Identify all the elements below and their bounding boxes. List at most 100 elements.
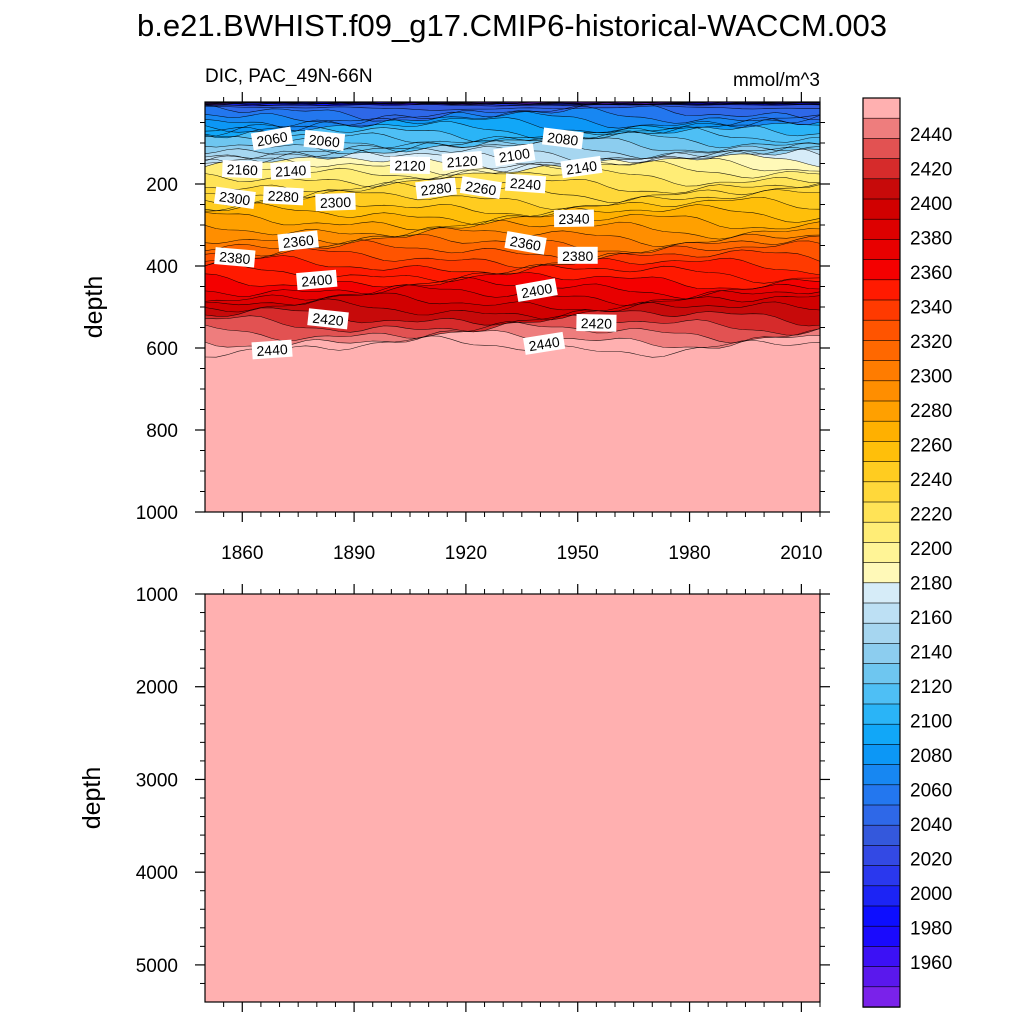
contour-line bbox=[204, 255, 821, 276]
colorbar-swatch bbox=[862, 703, 901, 725]
contour-label: 2340 bbox=[553, 209, 595, 228]
contour-label-text: 2440 bbox=[256, 341, 288, 359]
colorbar-swatch bbox=[862, 804, 901, 826]
colorbar-label: 2400 bbox=[910, 194, 952, 215]
y-tick-label: 2000 bbox=[136, 678, 178, 699]
contour-label-text: 2300 bbox=[320, 194, 352, 211]
colorbar-label: 1980 bbox=[910, 919, 952, 940]
contour-line bbox=[204, 298, 821, 321]
x-tick-label: 2010 bbox=[780, 543, 822, 564]
colorbar-label: 2380 bbox=[910, 229, 952, 250]
colorbar-swatch bbox=[862, 400, 901, 422]
colorbar-label: 2260 bbox=[910, 436, 952, 457]
colorbar-swatch bbox=[862, 380, 901, 402]
contour-line bbox=[204, 330, 821, 349]
colorbar-swatch bbox=[862, 744, 901, 766]
contour-label: 2100 bbox=[493, 143, 536, 167]
contour-label-text: 2140 bbox=[565, 157, 598, 177]
contour-label: 2400 bbox=[296, 269, 338, 291]
colorbar-label: 2220 bbox=[910, 505, 952, 526]
colorbar-label: 2060 bbox=[910, 781, 952, 802]
colorbar-swatch bbox=[862, 986, 901, 1008]
colorbar-label: 2340 bbox=[910, 298, 952, 319]
contour-label-text: 2380 bbox=[562, 248, 593, 264]
x-tick-label: 1890 bbox=[333, 543, 375, 564]
contour-label-text: 2400 bbox=[520, 280, 554, 301]
contour-label: 2300 bbox=[213, 186, 256, 210]
contour-label: 2280 bbox=[415, 177, 457, 200]
contour-line bbox=[204, 103, 821, 122]
contour-label: 2280 bbox=[262, 186, 304, 206]
contour-label-text: 2260 bbox=[464, 178, 497, 199]
colorbar-label: 2440 bbox=[910, 125, 952, 146]
colorbar-frame bbox=[862, 97, 901, 1008]
colorbar-swatch bbox=[862, 198, 901, 220]
upper-plot-area: 2060 2060 2120 2120 2100 2080 2160 2140 2140 2300… bbox=[80, 92, 830, 564]
contour-label-text: 2280 bbox=[420, 179, 453, 199]
contour-label-text: 2140 bbox=[275, 162, 307, 180]
colorbar-swatch bbox=[862, 562, 901, 584]
colorbar-swatch bbox=[862, 299, 901, 321]
colorbar-label: 2300 bbox=[910, 367, 952, 388]
colorbar-swatch bbox=[862, 521, 901, 544]
contour-line bbox=[204, 202, 821, 225]
colorbar-label: 2160 bbox=[910, 608, 952, 629]
colorbar-label: 2040 bbox=[910, 815, 952, 836]
colorbar-label: 2320 bbox=[910, 332, 952, 353]
colorbar-label: 1960 bbox=[910, 953, 952, 974]
y-tick-label: 1000 bbox=[136, 503, 178, 524]
x-tick-label: 1860 bbox=[221, 543, 263, 564]
colorbar-swatch bbox=[862, 117, 901, 140]
contour-line bbox=[204, 335, 821, 358]
contour-line bbox=[204, 307, 821, 327]
contour-label: 2360 bbox=[504, 231, 547, 255]
contour-label: 2380 bbox=[214, 247, 256, 268]
colorbar-swatch bbox=[862, 319, 901, 342]
contour-label-text: 2080 bbox=[546, 129, 579, 149]
contour-label-text: 2120 bbox=[394, 157, 426, 174]
colorbar-swatch bbox=[862, 340, 901, 362]
colorbar-swatch bbox=[862, 461, 901, 483]
contour-label: 2160 bbox=[222, 160, 263, 179]
colorbar-swatch bbox=[862, 138, 901, 160]
y-tick-label: 5000 bbox=[136, 956, 178, 977]
contour-label-text: 2360 bbox=[509, 233, 543, 254]
colorbar-swatch bbox=[862, 683, 901, 705]
contour-label-text: 2060 bbox=[308, 131, 341, 150]
contour-label: 2060 bbox=[303, 129, 346, 151]
contour-line bbox=[204, 123, 821, 143]
contour-label-text: 2420 bbox=[312, 310, 345, 329]
colorbar-swatch bbox=[862, 723, 901, 746]
colorbar-swatch bbox=[862, 420, 901, 443]
colorbar-swatch bbox=[862, 178, 901, 200]
contour-line bbox=[204, 105, 821, 128]
colorbar-swatch bbox=[862, 784, 901, 806]
x-tick-label: 1950 bbox=[557, 543, 599, 564]
colorbar-label: 2080 bbox=[910, 746, 952, 767]
colorbar-swatch bbox=[862, 905, 901, 927]
y-tick-label: 1000 bbox=[136, 585, 178, 606]
contour-label: 2420 bbox=[307, 308, 349, 330]
contour-label-text: 2300 bbox=[218, 188, 251, 208]
contour-label: 2060 bbox=[250, 126, 294, 151]
x-tick-label: 1980 bbox=[668, 543, 710, 564]
y-tick-label: 4000 bbox=[136, 863, 178, 884]
variable-label: DIC, PAC_49N-66N bbox=[205, 66, 373, 87]
colorbar-swatch bbox=[862, 360, 901, 382]
x-tick-label: 1920 bbox=[445, 543, 487, 564]
contour-label: 2440 bbox=[251, 339, 293, 360]
colorbar-swatch bbox=[862, 643, 901, 665]
colorbar-swatch bbox=[862, 239, 901, 261]
colorbar-swatch bbox=[862, 663, 901, 685]
contour-label-text: 2340 bbox=[558, 211, 590, 228]
colorbar-label: 2000 bbox=[910, 884, 952, 905]
contour-label-text: 2380 bbox=[219, 248, 252, 267]
contour-line bbox=[204, 114, 821, 134]
colorbar-label: 2120 bbox=[910, 677, 952, 698]
contour-label: 2240 bbox=[504, 173, 547, 194]
colorbar-label: 2140 bbox=[910, 643, 952, 664]
colorbar-label: 2180 bbox=[910, 574, 952, 595]
contour-label-text: 2360 bbox=[282, 232, 315, 251]
colorbar: 2440 2420 2400 2380 2360 2340 2320 2300 2280 2260… bbox=[862, 97, 952, 1008]
upper-ylabel: depth bbox=[80, 276, 108, 339]
